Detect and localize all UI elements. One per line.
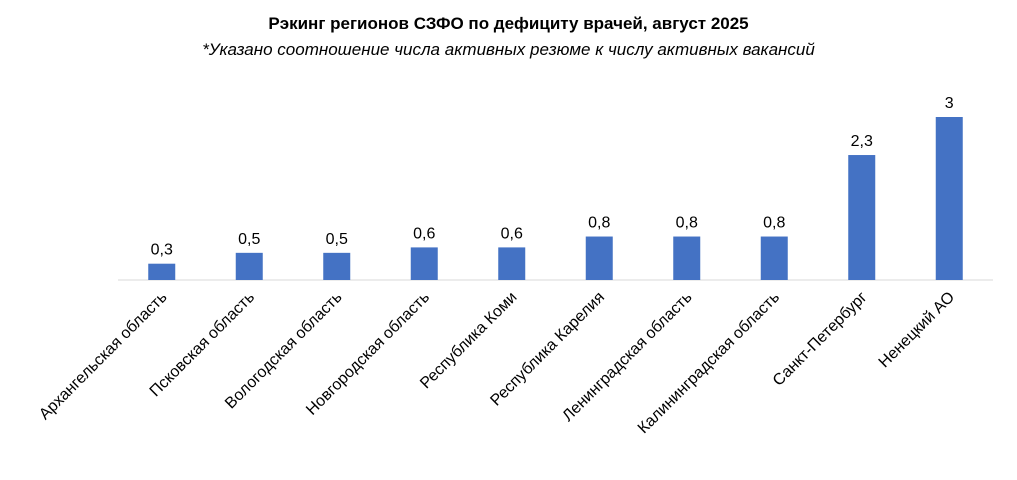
category-label: Архангельская область [36,289,170,423]
bar [235,252,263,280]
category-label: Ненецкий АО [876,289,958,371]
bar [323,252,351,280]
category-label: Санкт-Петербург [770,289,871,390]
chart-subtitle: *Указано соотношение числа активных резю… [202,40,815,59]
bar [498,247,526,280]
value-label: 0,8 [676,215,698,232]
value-label: 0,6 [413,225,435,242]
value-label: 0,3 [151,242,173,259]
bar [760,236,788,280]
bar [673,236,701,280]
bar [935,117,963,280]
value-label: 0,5 [326,231,348,248]
category-label: Республика Коми [417,289,520,392]
value-label: 3 [945,95,954,112]
bars-group [148,117,963,280]
chart-title: Рэкинг регионов СЗФО по дефициту врачей,… [268,14,749,33]
value-label: 0,5 [238,231,260,248]
bar [410,247,438,280]
bar [585,236,613,280]
value-label: 0,8 [763,215,785,232]
category-label: Калининградская область [635,289,783,437]
value-label: 0,6 [501,225,523,242]
value-label: 2,3 [851,133,873,150]
value-labels-group: 0,3 0,5 0,5 0,6 0,6 0,8 0,8 0,8 2,3 3 [151,95,954,259]
value-label: 0,8 [588,215,610,232]
bar [848,155,876,280]
bar [148,263,176,280]
